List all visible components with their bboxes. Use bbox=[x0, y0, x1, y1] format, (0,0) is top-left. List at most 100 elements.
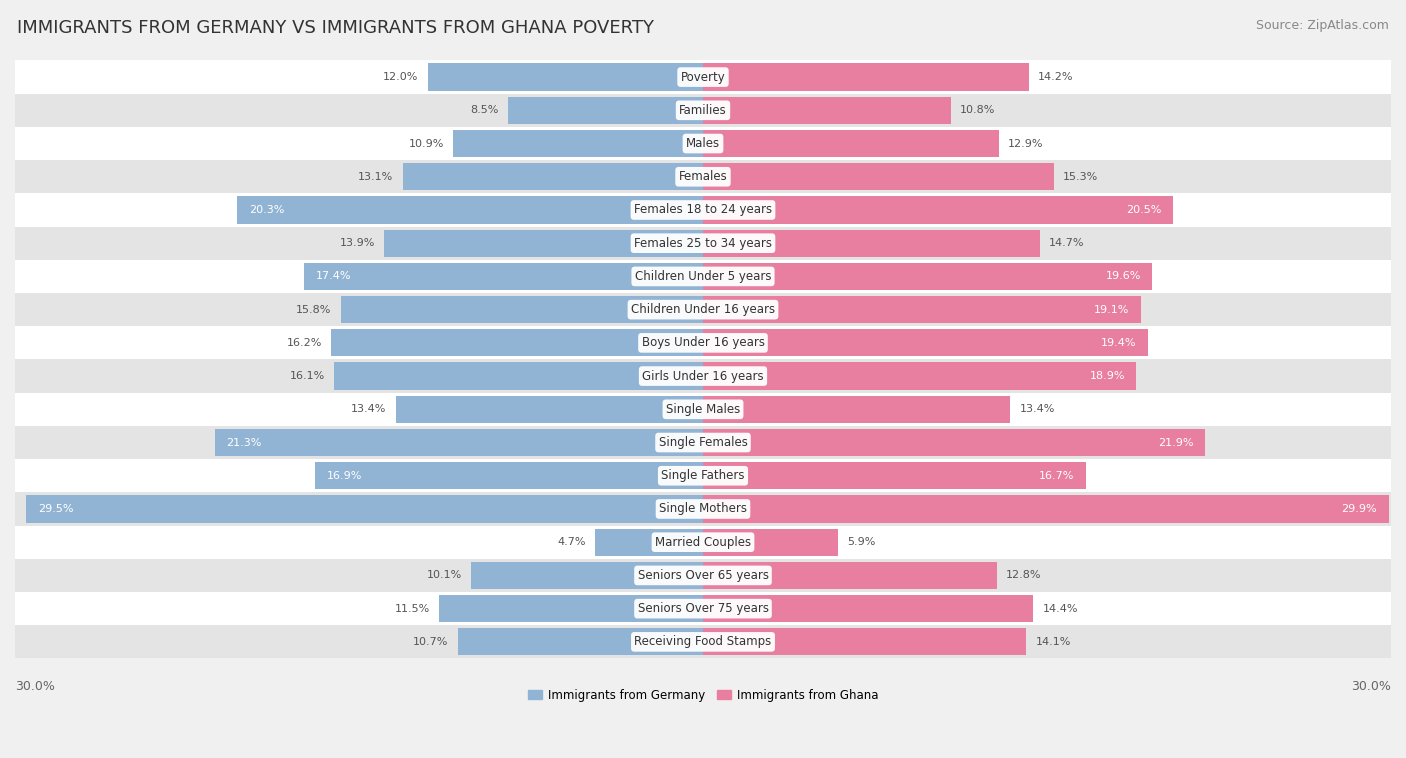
Bar bbox=[595, 528, 703, 556]
Text: Source: ZipAtlas.com: Source: ZipAtlas.com bbox=[1256, 19, 1389, 32]
Bar bbox=[315, 462, 703, 490]
Bar bbox=[15, 326, 1391, 359]
Bar bbox=[471, 562, 703, 589]
Bar bbox=[703, 230, 1040, 257]
Bar bbox=[439, 595, 703, 622]
Text: 10.7%: 10.7% bbox=[413, 637, 449, 647]
Text: Married Couples: Married Couples bbox=[655, 536, 751, 549]
Text: 21.3%: 21.3% bbox=[226, 437, 262, 447]
Bar bbox=[15, 493, 1391, 525]
Bar bbox=[15, 227, 1391, 260]
Bar bbox=[703, 296, 1142, 323]
Text: 16.7%: 16.7% bbox=[1039, 471, 1074, 481]
Bar bbox=[703, 196, 1173, 224]
Bar bbox=[703, 396, 1011, 423]
Bar bbox=[27, 496, 703, 522]
Bar bbox=[703, 562, 997, 589]
Bar bbox=[15, 559, 1391, 592]
Legend: Immigrants from Germany, Immigrants from Ghana: Immigrants from Germany, Immigrants from… bbox=[523, 684, 883, 706]
Text: Females 25 to 34 years: Females 25 to 34 years bbox=[634, 236, 772, 249]
Text: 12.9%: 12.9% bbox=[1008, 139, 1043, 149]
Bar bbox=[238, 196, 703, 224]
Text: Single Females: Single Females bbox=[658, 436, 748, 449]
Bar bbox=[453, 130, 703, 157]
Bar bbox=[15, 393, 1391, 426]
Bar bbox=[15, 127, 1391, 160]
Bar bbox=[703, 329, 1147, 356]
Bar bbox=[15, 61, 1391, 94]
Bar bbox=[15, 592, 1391, 625]
Text: 14.1%: 14.1% bbox=[1036, 637, 1071, 647]
Text: 15.8%: 15.8% bbox=[297, 305, 332, 315]
Bar bbox=[15, 293, 1391, 326]
Text: Seniors Over 65 years: Seniors Over 65 years bbox=[637, 569, 769, 582]
Text: Receiving Food Stamps: Receiving Food Stamps bbox=[634, 635, 772, 648]
Bar bbox=[703, 462, 1085, 490]
Text: 12.0%: 12.0% bbox=[384, 72, 419, 82]
Bar bbox=[395, 396, 703, 423]
Text: Single Mothers: Single Mothers bbox=[659, 503, 747, 515]
Text: 13.4%: 13.4% bbox=[1019, 404, 1054, 415]
Bar bbox=[215, 429, 703, 456]
Text: Children Under 16 years: Children Under 16 years bbox=[631, 303, 775, 316]
Bar bbox=[703, 429, 1205, 456]
Text: 5.9%: 5.9% bbox=[848, 537, 876, 547]
Text: Children Under 5 years: Children Under 5 years bbox=[634, 270, 772, 283]
Text: 20.5%: 20.5% bbox=[1126, 205, 1161, 215]
Text: 18.9%: 18.9% bbox=[1090, 371, 1125, 381]
Bar bbox=[703, 362, 1136, 390]
Text: Males: Males bbox=[686, 137, 720, 150]
Bar bbox=[15, 459, 1391, 493]
Bar bbox=[304, 263, 703, 290]
Bar bbox=[703, 64, 1029, 91]
Bar bbox=[15, 625, 1391, 659]
Text: Seniors Over 75 years: Seniors Over 75 years bbox=[637, 602, 769, 615]
Bar bbox=[457, 628, 703, 656]
Text: 10.1%: 10.1% bbox=[427, 571, 463, 581]
Text: Poverty: Poverty bbox=[681, 70, 725, 83]
Bar bbox=[703, 496, 1389, 522]
Text: 19.4%: 19.4% bbox=[1101, 338, 1136, 348]
Text: Girls Under 16 years: Girls Under 16 years bbox=[643, 370, 763, 383]
Bar bbox=[15, 260, 1391, 293]
Bar bbox=[332, 329, 703, 356]
Bar bbox=[384, 230, 703, 257]
Text: 29.9%: 29.9% bbox=[1341, 504, 1378, 514]
Text: Single Males: Single Males bbox=[666, 402, 740, 416]
Bar bbox=[15, 525, 1391, 559]
Bar bbox=[15, 160, 1391, 193]
Text: 16.1%: 16.1% bbox=[290, 371, 325, 381]
Text: 13.9%: 13.9% bbox=[340, 238, 375, 248]
Text: 16.9%: 16.9% bbox=[326, 471, 363, 481]
Text: 30.0%: 30.0% bbox=[15, 680, 55, 693]
Bar bbox=[703, 130, 998, 157]
Text: 10.8%: 10.8% bbox=[960, 105, 995, 115]
Bar bbox=[703, 528, 838, 556]
Bar bbox=[15, 94, 1391, 127]
Text: Single Fathers: Single Fathers bbox=[661, 469, 745, 482]
Text: IMMIGRANTS FROM GERMANY VS IMMIGRANTS FROM GHANA POVERTY: IMMIGRANTS FROM GERMANY VS IMMIGRANTS FR… bbox=[17, 19, 654, 37]
Text: 13.1%: 13.1% bbox=[359, 172, 394, 182]
Text: 11.5%: 11.5% bbox=[395, 603, 430, 614]
Bar bbox=[508, 97, 703, 124]
Text: 19.6%: 19.6% bbox=[1105, 271, 1142, 281]
Text: 12.8%: 12.8% bbox=[1005, 571, 1042, 581]
Text: 30.0%: 30.0% bbox=[1351, 680, 1391, 693]
Bar bbox=[427, 64, 703, 91]
Text: 19.1%: 19.1% bbox=[1094, 305, 1129, 315]
Text: 17.4%: 17.4% bbox=[315, 271, 352, 281]
Bar bbox=[703, 163, 1054, 190]
Text: 21.9%: 21.9% bbox=[1159, 437, 1194, 447]
Text: Boys Under 16 years: Boys Under 16 years bbox=[641, 337, 765, 349]
Text: 15.3%: 15.3% bbox=[1063, 172, 1098, 182]
Bar bbox=[703, 263, 1153, 290]
Text: 16.2%: 16.2% bbox=[287, 338, 322, 348]
Text: 4.7%: 4.7% bbox=[558, 537, 586, 547]
Text: Females 18 to 24 years: Females 18 to 24 years bbox=[634, 203, 772, 217]
Text: 14.7%: 14.7% bbox=[1049, 238, 1085, 248]
Text: 13.4%: 13.4% bbox=[352, 404, 387, 415]
Bar bbox=[703, 595, 1033, 622]
Text: Females: Females bbox=[679, 171, 727, 183]
Text: 10.9%: 10.9% bbox=[409, 139, 444, 149]
Text: 29.5%: 29.5% bbox=[38, 504, 73, 514]
